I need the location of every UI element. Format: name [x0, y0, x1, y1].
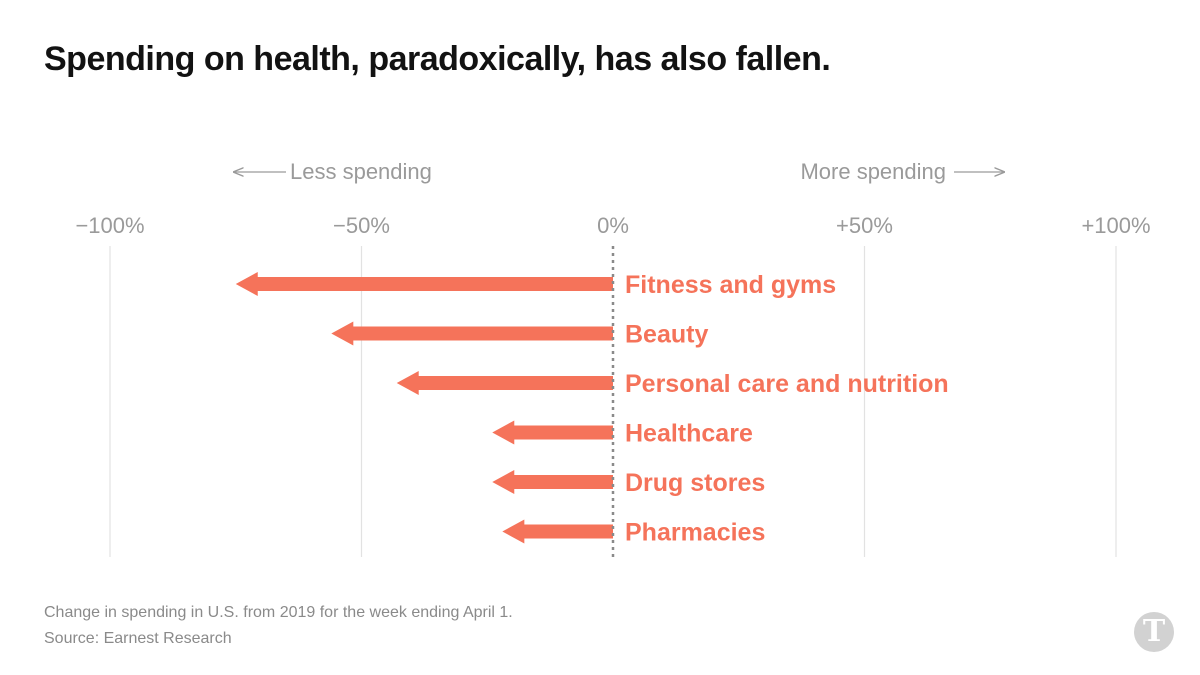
category-label: Beauty	[625, 321, 708, 349]
category-label: Personal care and nutrition	[625, 370, 949, 398]
bar-arrow	[502, 519, 613, 544]
category-label: Drug stores	[625, 469, 765, 497]
bar-arrow	[331, 321, 613, 346]
bar-arrow	[492, 420, 613, 445]
category-label: Healthcare	[625, 420, 753, 448]
x-tick-label: −100%	[75, 213, 144, 238]
x-tick-label: +100%	[1081, 213, 1150, 238]
bar-arrow	[235, 272, 613, 296]
category-label: Pharmacies	[625, 519, 765, 547]
category-label: Fitness and gyms	[625, 271, 836, 299]
x-tick-label: −50%	[333, 213, 390, 238]
chart-title: Spending on health, paradoxically, has a…	[44, 40, 831, 78]
chart-note: Change in spending in U.S. from 2019 for…	[44, 604, 513, 621]
bar-arrow	[492, 470, 613, 494]
nyt-logo-icon: T	[1134, 612, 1174, 652]
chart-source: Source: Earnest Research	[44, 630, 232, 647]
more-spending-label: More spending	[800, 159, 946, 184]
x-tick-label: +50%	[836, 213, 893, 238]
x-tick-label: 0%	[597, 213, 629, 238]
bar-arrow	[396, 371, 613, 395]
less-spending-label: Less spending	[290, 159, 432, 184]
